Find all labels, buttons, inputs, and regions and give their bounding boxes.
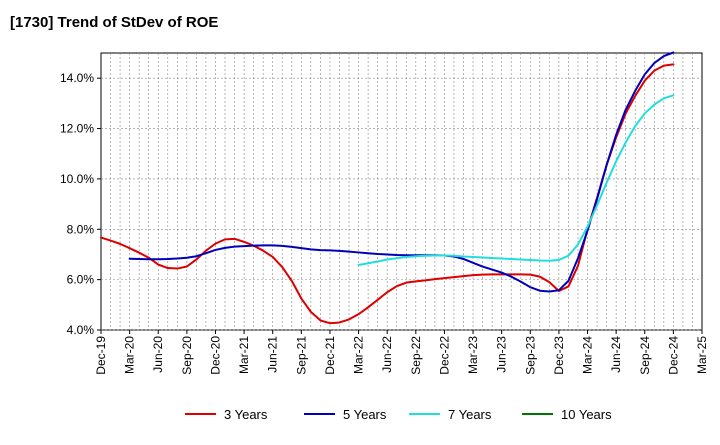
legend-label-5-years: 5 Years <box>343 407 387 422</box>
y-tick-label: 8.0% <box>67 222 95 236</box>
x-tick-label: Jun-22 <box>380 336 394 373</box>
series-line-3-years <box>100 63 675 325</box>
x-tick-label: Jun-21 <box>266 336 280 373</box>
x-tick-label: Sep-21 <box>294 336 308 375</box>
x-tick-label: Dec-23 <box>552 336 566 375</box>
x-tick-label: Dec-24 <box>666 336 680 375</box>
x-tick-label: Jun-24 <box>609 336 623 373</box>
x-tick-label: Dec-22 <box>437 336 451 375</box>
y-axis: 4.0% 6.0% 8.0% 10.0% 12.0% 14.0% <box>60 71 101 337</box>
x-tick-label: Sep-23 <box>523 336 537 375</box>
legend: 3 Years 5 Years 7 Years 10 Years <box>185 407 612 422</box>
x-tick-label: Mar-25 <box>695 336 709 374</box>
x-tick-label: Sep-24 <box>638 336 652 375</box>
x-tick-label: Sep-22 <box>409 336 423 375</box>
x-tick-label: Dec-21 <box>323 336 337 375</box>
legend-label-3-years: 3 Years <box>224 407 268 422</box>
grid-lines <box>101 53 702 331</box>
x-tick-label: Jun-23 <box>495 336 509 373</box>
x-tick-label: Dec-19 <box>94 336 108 375</box>
x-tick-label: Mar-20 <box>123 336 137 374</box>
x-tick-label: Mar-24 <box>581 336 595 374</box>
x-tick-label: Mar-22 <box>352 336 366 374</box>
legend-label-7-years: 7 Years <box>448 407 492 422</box>
series-lines <box>100 51 675 325</box>
x-tick-label: Mar-21 <box>237 336 251 374</box>
plot-area <box>100 52 703 331</box>
y-tick-label: 12.0% <box>60 122 94 136</box>
x-tick-label: Mar-23 <box>466 336 480 374</box>
y-tick-label: 6.0% <box>67 273 95 287</box>
x-tick-label: Dec-20 <box>208 336 222 375</box>
x-axis: Dec-19 Mar-20 Jun-20 Sep-20 Dec-20 Mar-21 Jun-… <box>94 330 709 375</box>
series-line-5-years <box>128 51 675 293</box>
chart-title: [1730] Trend of StDev of ROE <box>10 14 219 31</box>
x-tick-label: Jun-20 <box>151 336 165 373</box>
series-line-7-years <box>357 94 675 267</box>
legend-label-10-years: 10 Years <box>561 407 612 422</box>
y-tick-label: 10.0% <box>60 172 94 186</box>
y-tick-label: 14.0% <box>60 71 94 85</box>
x-tick-label: Sep-20 <box>180 336 194 375</box>
y-tick-label: 4.0% <box>67 323 95 337</box>
